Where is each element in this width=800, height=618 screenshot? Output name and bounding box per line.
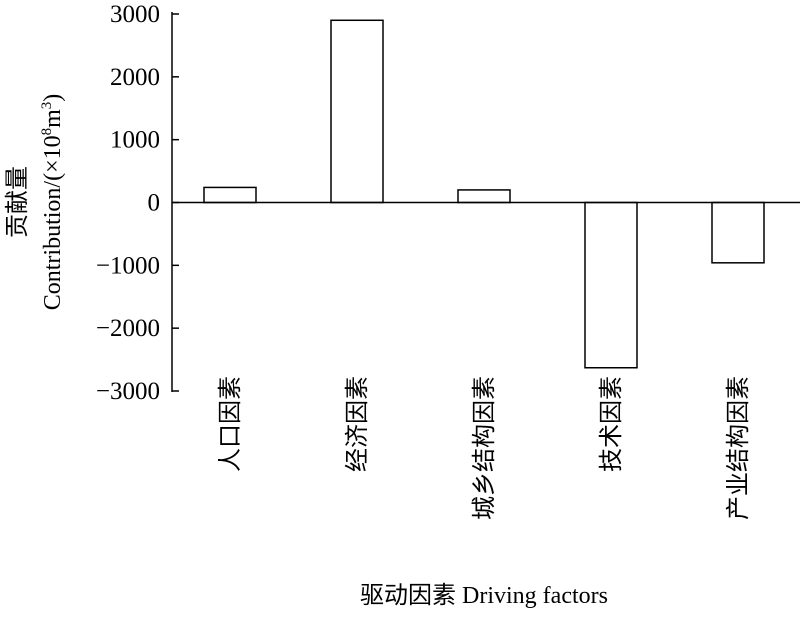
y-tick-label: −1000 bbox=[96, 252, 160, 279]
bar-5 bbox=[711, 201, 765, 264]
bar-4 bbox=[584, 201, 638, 369]
y-tick-label: 3000 bbox=[110, 1, 160, 28]
y-axis-title-en: Contribution/(×108m3) bbox=[39, 94, 66, 311]
category-label: 技术因素 bbox=[598, 376, 625, 472]
y-tick-label: −3000 bbox=[96, 378, 160, 405]
y-tick-label: 0 bbox=[148, 190, 161, 217]
bar-3 bbox=[457, 189, 511, 204]
y-axis-title-close: ) bbox=[40, 94, 66, 102]
y-tick-label: −2000 bbox=[96, 315, 160, 342]
category-label: 人口因素 bbox=[217, 376, 244, 472]
bar-1 bbox=[203, 186, 257, 204]
axes bbox=[171, 12, 800, 392]
category-label: 产业结构因素 bbox=[725, 376, 752, 520]
y-ticks: 3000 2000 1000 0 −1000 −2000 −3000 bbox=[96, 1, 179, 405]
y-axis-title-cn: 贡献量 bbox=[4, 166, 31, 238]
y-axis-title-unit: m bbox=[40, 109, 66, 128]
x-axis-title: 驱动因素 Driving factors bbox=[360, 582, 608, 609]
y-axis-title-en-group: Contribution/(×108m3) bbox=[39, 94, 66, 311]
y-axis-title-en-main: Contribution/(×10 bbox=[40, 135, 66, 310]
bar-2 bbox=[330, 19, 384, 204]
y-tick-label: 1000 bbox=[110, 127, 160, 154]
category-labels: 人口因素 经济因素 城乡结构因素 技术因素 产业结构因素 bbox=[217, 376, 752, 520]
y-axis-title-exp2: 3 bbox=[39, 102, 55, 110]
bars bbox=[203, 19, 765, 369]
category-label: 经济因素 bbox=[344, 376, 371, 472]
y-axis-title-exp1: 8 bbox=[39, 128, 55, 136]
y-axis-title: 贡献量 bbox=[4, 166, 31, 238]
category-label: 城乡结构因素 bbox=[471, 376, 498, 520]
y-tick-label: 2000 bbox=[110, 64, 160, 91]
